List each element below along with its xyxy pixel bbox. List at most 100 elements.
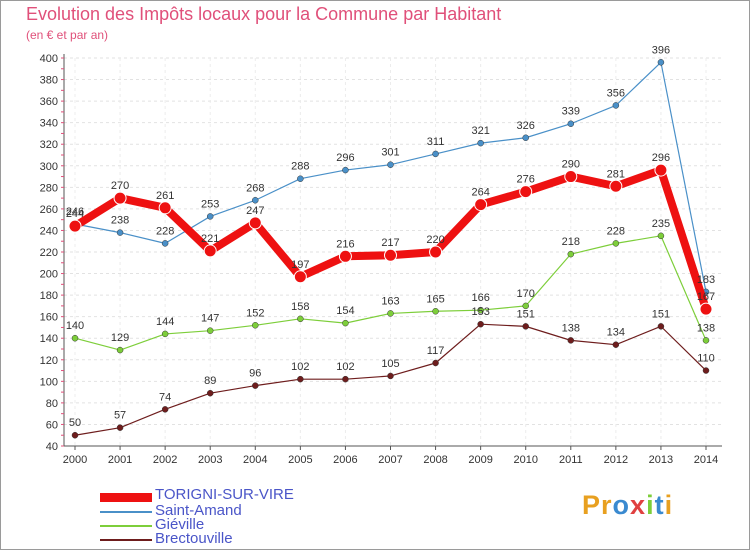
data-label: 163 (381, 295, 399, 307)
data-label: 253 (201, 198, 219, 210)
data-point (477, 139, 484, 147)
data-label: 247 (246, 205, 264, 217)
data-label: 74 (159, 391, 171, 403)
chart-subtitle: (en € et par an) (26, 28, 109, 42)
data-point (116, 346, 124, 354)
y-tick-label: 400 (40, 53, 58, 65)
data-label: 228 (607, 225, 625, 237)
data-point (293, 270, 307, 284)
data-label: 158 (291, 301, 309, 313)
data-point (657, 59, 665, 66)
data-label: 50 (69, 417, 81, 429)
data-label: 167 (697, 291, 715, 303)
x-tick-label: 2006 (333, 454, 357, 466)
data-label: 220 (426, 234, 444, 246)
data-label: 197 (291, 259, 309, 271)
data-point (609, 179, 623, 193)
x-tick-label: 2000 (63, 454, 87, 466)
y-tick-label: 100 (40, 376, 58, 388)
y-tick-label: 380 (40, 75, 58, 87)
data-label: 270 (111, 180, 129, 192)
logo-letter: i (664, 490, 674, 520)
data-point (71, 334, 79, 342)
data-label: 339 (562, 106, 580, 118)
y-tick-label: 320 (40, 139, 58, 151)
data-point (702, 337, 710, 344)
x-tick-label: 2004 (243, 454, 267, 466)
y-tick-label: 140 (40, 333, 58, 345)
x-tick-label: 2002 (153, 454, 177, 466)
y-tick-label: 40 (46, 441, 58, 453)
x-tick-label: 2013 (649, 454, 673, 466)
data-label: 105 (381, 358, 399, 370)
data-point (342, 375, 349, 383)
y-tick-label: 360 (40, 96, 58, 108)
logo-letter: x (630, 490, 647, 520)
data-label: 154 (336, 305, 354, 317)
x-tick-label: 2005 (288, 454, 312, 466)
data-point (522, 302, 529, 310)
y-tick-label: 280 (40, 182, 58, 194)
legend-item-gieville: Giéville (100, 516, 400, 534)
data-label: 296 (336, 152, 354, 164)
legend-swatch-saint-amand (100, 511, 152, 513)
data-label: 166 (471, 292, 489, 304)
data-point (113, 191, 127, 205)
data-label: 57 (114, 410, 126, 422)
data-label: 221 (201, 233, 219, 245)
legend-label-gieville: Giéville (155, 516, 205, 533)
data-label: 268 (246, 182, 264, 194)
legend-label-saint-amand: Saint-Amand (155, 502, 242, 519)
data-label: 396 (652, 44, 670, 56)
x-tick-label: 2011 (559, 454, 583, 466)
data-label: 301 (381, 147, 399, 159)
y-tick-label: 300 (40, 161, 58, 173)
data-point (702, 367, 710, 374)
data-point (252, 382, 259, 389)
y-tick-label: 220 (40, 247, 58, 259)
x-tick-label: 2007 (378, 454, 402, 466)
x-tick-label: 2003 (198, 454, 222, 466)
data-label: 183 (697, 274, 715, 286)
data-label: 356 (607, 87, 625, 99)
y-tick-label: 260 (40, 204, 58, 216)
proxiti-logo: Proxiti (582, 490, 673, 521)
legend-swatch-gieville (100, 525, 152, 527)
legend-item-brectouville: Brectouville (100, 530, 400, 548)
data-label: 147 (201, 313, 219, 325)
data-label: 165 (426, 293, 444, 305)
data-label: 96 (249, 368, 261, 380)
y-tick-label: 120 (40, 355, 58, 367)
data-label: 117 (427, 345, 445, 357)
data-point (567, 250, 575, 258)
data-point (657, 323, 665, 330)
data-point (206, 327, 214, 334)
data-label: 311 (427, 136, 445, 148)
x-tick-label: 2009 (468, 454, 492, 466)
y-tick-label: 80 (46, 398, 58, 410)
data-label: 134 (607, 327, 625, 339)
data-label: 152 (246, 307, 264, 319)
logo-letter: i (646, 490, 655, 520)
data-point (522, 134, 529, 142)
data-label: 228 (156, 225, 174, 237)
data-point (387, 161, 394, 168)
data-label: 138 (562, 322, 580, 334)
y-tick-label: 180 (40, 290, 58, 302)
data-label: 151 (652, 308, 670, 320)
data-point (612, 240, 620, 247)
data-label: 235 (652, 218, 670, 230)
logo-letter: t (654, 490, 665, 520)
data-point (161, 406, 169, 413)
legend-item-saint-amand: Saint-Amand (100, 502, 400, 520)
data-point (297, 315, 304, 323)
data-point (342, 319, 349, 327)
data-point (161, 330, 169, 338)
data-point (522, 323, 529, 330)
data-point (252, 322, 259, 329)
data-label: 321 (471, 125, 489, 137)
data-point (248, 216, 262, 230)
data-point (477, 306, 484, 314)
